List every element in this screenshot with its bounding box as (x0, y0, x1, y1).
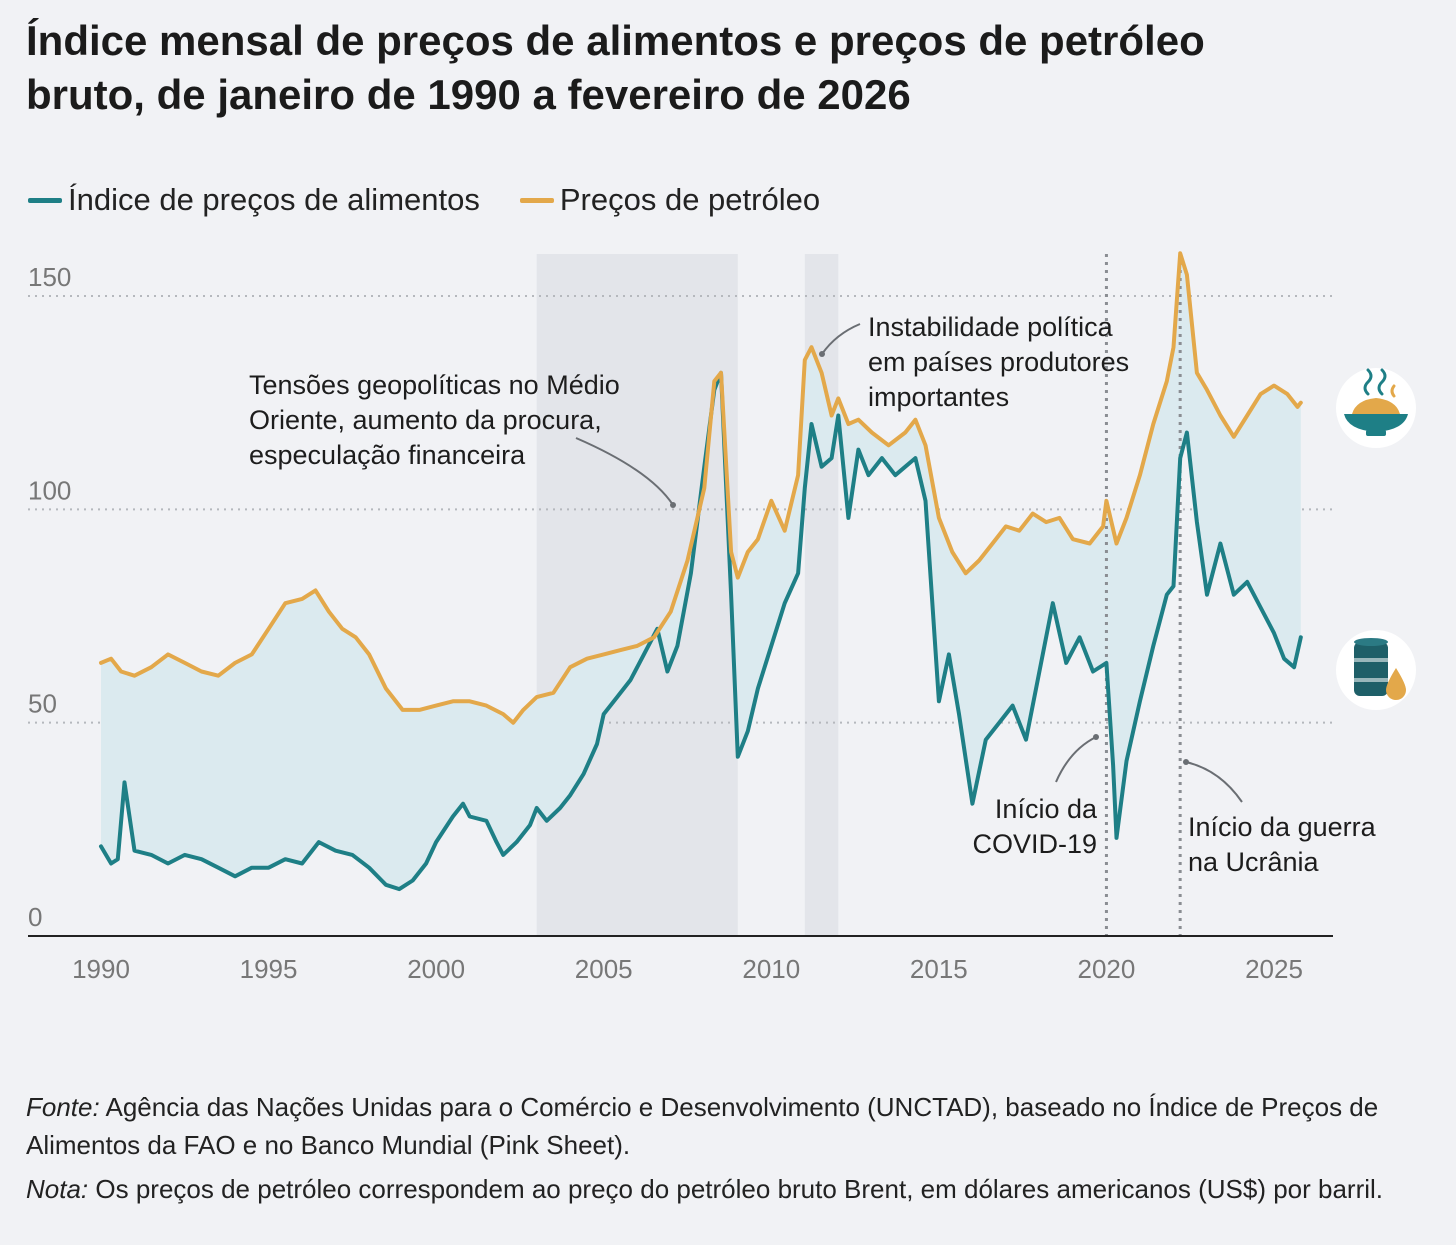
note-text: Os preços de petróleo correspondem ao pr… (88, 1174, 1384, 1204)
footer: Fonte: Agência das Nações Unidas para o … (26, 1088, 1426, 1214)
annotation-arrowhead-2 (819, 351, 825, 357)
x-tick-2000: 2000 (407, 954, 465, 984)
annotation-2-line-3: importantes (868, 382, 1009, 412)
gap-area (101, 253, 1301, 890)
x-tick-labels: 1990 1995 2000 2005 2010 2015 2020 2025 (72, 954, 1303, 984)
source-text: Agência das Nações Unidas para o Comérci… (26, 1092, 1379, 1160)
shaded-period-1 (536, 254, 738, 936)
x-tick-2025: 2025 (1245, 954, 1303, 984)
legend-swatch-food (28, 197, 62, 203)
shaded-periods (536, 254, 839, 936)
annotation-2-line-1: Instabilidade política (868, 312, 1114, 342)
annotation-3-line-1: Início da (995, 794, 1098, 824)
annotation-3: Início da COVID-19 (972, 794, 1098, 859)
note-label: Nota: (26, 1174, 89, 1204)
source-label: Fonte: (26, 1092, 100, 1122)
chart-title: Índice mensal de preços de alimentos e p… (26, 17, 1205, 118)
legend-item-oil: Preços de petróleo (519, 182, 821, 218)
oil-price-line (99, 251, 1303, 725)
oil-barrel-icon (1336, 630, 1416, 710)
series-lines (99, 251, 1303, 892)
method-note: Nota: Os preços de petróleo correspondem… (26, 1170, 1426, 1208)
annotation-4-line-1: Início da guerra (1188, 812, 1377, 842)
annotation-4-line-2: na Ucrânia (1188, 847, 1320, 877)
y-tick-0: 0 (28, 902, 42, 932)
annotation-1-line-2: Oriente, aumento da procura, (249, 405, 602, 435)
y-tick-labels: 0 50 100 150 (28, 262, 71, 932)
annotation-arrow-4 (1185, 761, 1243, 803)
line-chart: 1990 1995 2000 2005 2010 2015 2020 2025 0 50 100 1… (28, 251, 1416, 984)
legend: Índice de preços de alimentos Preços de … (28, 178, 860, 222)
x-tick-2010: 2010 (742, 954, 800, 984)
legend-label-food: Índice de preços de alimentos (68, 182, 480, 217)
annotation-1-line-3: especulação financeira (249, 440, 526, 470)
annotation-arrow-2 (821, 323, 861, 355)
annotation-1-line-1: Tensões geopolíticas no Médio (249, 370, 620, 400)
annotation-arrowhead-1 (670, 502, 676, 508)
annotation-2-line-2: em países produtores (868, 347, 1129, 377)
food-index-line (99, 370, 1303, 892)
annotation-arrow-1 (575, 437, 674, 506)
event-lines (1104, 254, 1182, 936)
annotation-2: Instabilidade política em países produtor… (868, 312, 1129, 412)
annotation-3-line-2: COVID-19 (972, 829, 1097, 859)
x-tick-2005: 2005 (575, 954, 633, 984)
annotation-arrow-3 (1055, 736, 1097, 783)
source-note: Fonte: Agência das Nações Unidas para o … (26, 1088, 1426, 1164)
x-tick-2015: 2015 (910, 954, 968, 984)
x-tick-1995: 1995 (240, 954, 298, 984)
x-tick-1990: 1990 (72, 954, 130, 984)
annotation-arrowhead-4 (1183, 759, 1189, 765)
legend-label-oil: Preços de petróleo (559, 182, 821, 217)
x-tick-2020: 2020 (1078, 954, 1136, 984)
annotation-1: Tensões geopolíticas no Médio Oriente, au… (249, 370, 620, 470)
annotations: Tensões geopolíticas no Médio Oriente, au… (249, 312, 1377, 877)
y-tick-100: 100 (28, 475, 71, 505)
legend-item-food: Índice de preços de alimentos (28, 182, 480, 218)
annotation-4: Início da guerra na Ucrânia (1188, 812, 1377, 877)
y-tick-50: 50 (28, 689, 57, 719)
legend-swatch-oil (519, 197, 554, 203)
food-bowl-icon (1336, 368, 1416, 448)
annotation-arrowhead-3 (1093, 734, 1099, 740)
y-tick-150: 150 (28, 262, 71, 292)
